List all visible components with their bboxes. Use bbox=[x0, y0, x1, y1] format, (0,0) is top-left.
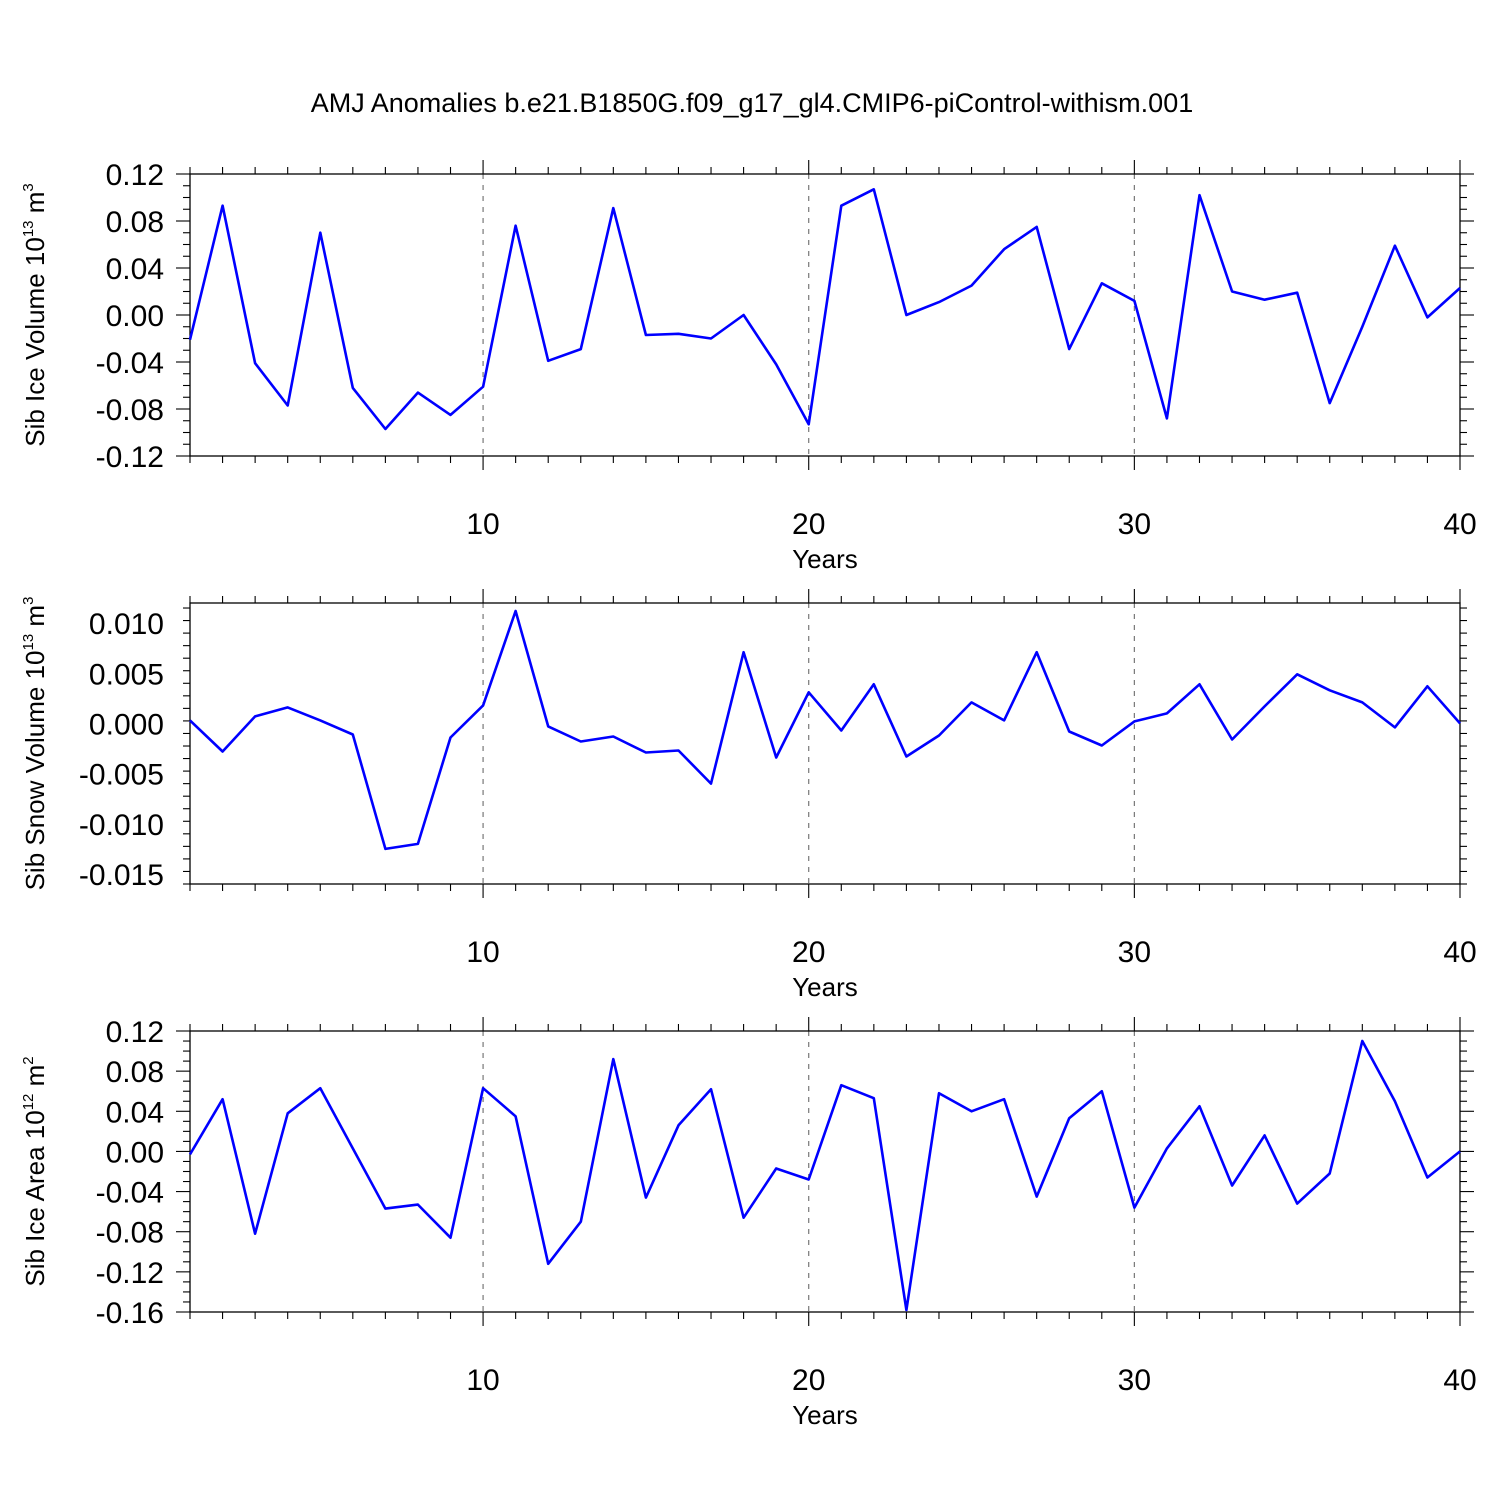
x-tick-label: 10 bbox=[466, 936, 499, 969]
figure-title: AMJ Anomalies b.e21.B1850G.f09_g17_gl4.C… bbox=[311, 88, 1193, 118]
y-axis-label: Sib Ice Volume 1013 m3 bbox=[20, 183, 50, 447]
y-axis-label: Sib Snow Volume 1013 m3 bbox=[20, 597, 50, 891]
y-tick-label: 0.005 bbox=[89, 658, 164, 691]
y-tick-label: -0.08 bbox=[96, 394, 164, 427]
series-line bbox=[188, 188, 1461, 431]
y-axis-label-superscript: 2 bbox=[20, 1056, 37, 1064]
y-axis-label-superscript: 12 bbox=[20, 1094, 37, 1111]
y-axis-label-superscript: 3 bbox=[20, 183, 37, 191]
y-tick-label: 0.00 bbox=[106, 1136, 164, 1169]
y-tick-label: 0.000 bbox=[89, 708, 164, 741]
x-tick-label: 20 bbox=[792, 1364, 825, 1397]
y-tick-label: 0.12 bbox=[106, 159, 164, 192]
x-axis-label: Years bbox=[792, 544, 858, 574]
y-tick-label: 0.08 bbox=[106, 206, 164, 239]
y-axis-label-text: Sib Snow Volume 10 bbox=[20, 650, 50, 890]
y-axis-label-superscript: 13 bbox=[20, 220, 37, 237]
y-tick-label: -0.12 bbox=[96, 1257, 164, 1290]
y-tick-label: -0.12 bbox=[96, 441, 164, 474]
x-tick-label: 20 bbox=[792, 508, 825, 541]
y-tick-label: -0.08 bbox=[96, 1217, 164, 1250]
series-line bbox=[188, 1039, 1461, 1312]
chart-panel-2: 10 20 30 40 -0.015 -0.010 -0.005 0.000 0.005 0.01… bbox=[20, 589, 1477, 1002]
x-tick-label: 10 bbox=[466, 508, 499, 541]
x-tick-label: 10 bbox=[466, 1364, 499, 1397]
x-axis-label: Years bbox=[792, 1400, 858, 1430]
y-tick-label: -0.005 bbox=[79, 759, 164, 792]
y-tick-label: 0.12 bbox=[106, 1016, 164, 1049]
y-axis-label-text: m bbox=[20, 605, 50, 634]
y-axis-label-text: m bbox=[20, 192, 50, 221]
chart-panel-1: 10 20 30 40 -0.12 -0.08 -0.04 0.00 0.04 0.08 0.12 Y… bbox=[20, 159, 1477, 574]
y-tick-label: 0.00 bbox=[106, 300, 164, 333]
x-tick-label: 20 bbox=[792, 936, 825, 969]
y-tick-label: -0.015 bbox=[79, 859, 164, 892]
x-tick-label: 30 bbox=[1118, 936, 1151, 969]
y-axis-label-text: m bbox=[20, 1065, 50, 1094]
y-tick-label: -0.04 bbox=[96, 347, 164, 380]
panels: 10 20 30 40 -0.12 -0.08 -0.04 0.00 0.04 0.08 0.12 Y… bbox=[20, 159, 1477, 1430]
chart-panel-3: 10 20 30 40 -0.16 -0.12 -0.08 -0.04 0.00 0.04 0.08… bbox=[20, 1016, 1477, 1430]
y-axis-label-superscript: 3 bbox=[20, 597, 37, 605]
plot-frame bbox=[189, 602, 1461, 885]
y-axis-label-text: Sib Ice Volume 10 bbox=[20, 237, 50, 447]
x-tick-label: 40 bbox=[1443, 508, 1476, 541]
y-tick-label: -0.010 bbox=[79, 809, 164, 842]
y-tick-label: -0.16 bbox=[96, 1297, 164, 1330]
y-axis-label-superscript: 13 bbox=[20, 634, 37, 651]
y-tick-label: -0.04 bbox=[96, 1177, 164, 1210]
y-tick-label: 0.04 bbox=[106, 253, 164, 286]
y-tick-label: 0.08 bbox=[106, 1056, 164, 1089]
x-tick-label: 40 bbox=[1443, 1364, 1476, 1397]
y-axis-label: Sib Ice Area 1012 m2 bbox=[20, 1056, 50, 1286]
y-tick-label: 0.010 bbox=[89, 608, 164, 641]
x-tick-label: 30 bbox=[1118, 508, 1151, 541]
x-axis-label: Years bbox=[792, 972, 858, 1002]
x-tick-label: 40 bbox=[1443, 936, 1476, 969]
y-tick-label: 0.04 bbox=[106, 1096, 164, 1129]
series-line bbox=[189, 609, 1461, 851]
x-tick-label: 30 bbox=[1118, 1364, 1151, 1397]
plot-frame bbox=[189, 1030, 1461, 1313]
y-axis-label-text: Sib Ice Area 10 bbox=[20, 1110, 50, 1286]
